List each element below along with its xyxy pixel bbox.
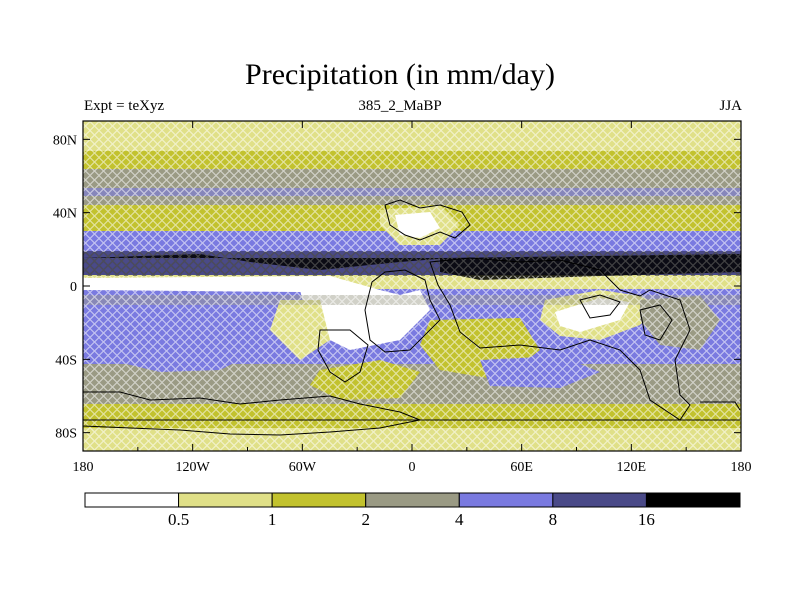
lon-tick-label: 60W <box>289 460 317 475</box>
lon-tick-label: 0 <box>409 460 416 475</box>
colorbar-box <box>365 492 460 508</box>
colorbar-box <box>458 492 554 508</box>
lon-tick-label: 180 <box>73 460 94 475</box>
colorbar-box <box>178 492 273 508</box>
colorbar-box <box>552 492 647 508</box>
precipitation-field <box>83 121 741 451</box>
colorbar-label: 16 <box>638 510 655 529</box>
right-string: JJA <box>719 98 742 114</box>
lat-tick-label: 40N <box>53 207 77 222</box>
colorbar-label: 4 <box>455 510 464 529</box>
colorbar-box <box>271 492 367 508</box>
lat-tick-label: 80N <box>53 133 77 148</box>
lon-tick-label: 180 <box>731 460 752 475</box>
colorbar-box <box>645 492 741 508</box>
colorbar-label: 2 <box>361 510 370 529</box>
lat-tick-label: 0 <box>70 280 77 295</box>
lon-tick-label: 60E <box>510 460 533 475</box>
center-string: 385_2_MaBP <box>358 98 442 114</box>
colorbar-box <box>84 492 180 508</box>
lat-tick-label: 40S <box>55 353 77 368</box>
coastlines <box>83 199 741 436</box>
colorbar: 0.5 1 2 4 8 16 <box>84 492 741 529</box>
left-string: Expt = teXyz <box>84 98 165 114</box>
lon-tick-label: 120E <box>617 460 647 475</box>
colorbar-label: 0.5 <box>168 510 189 529</box>
map-axes: 80N 40N 0 40S 80S 180 120W 60W 0 60E 120E 180 <box>53 121 752 475</box>
plot-title: Precipitation (in mm/day) <box>245 58 555 91</box>
lat-tick-label: 80S <box>55 427 77 442</box>
lon-tick-label: 120W <box>176 460 211 475</box>
colorbar-label: 8 <box>549 510 558 529</box>
colorbar-label: 1 <box>268 510 277 529</box>
